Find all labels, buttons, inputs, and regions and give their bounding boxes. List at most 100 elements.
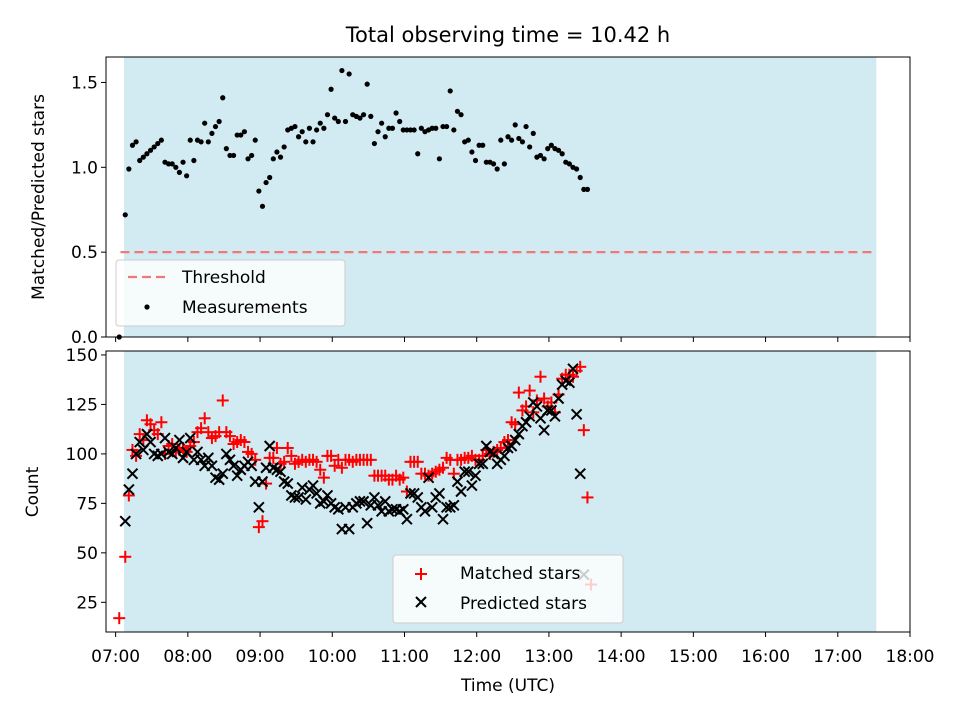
measurement-point xyxy=(310,139,316,145)
measurement-point xyxy=(407,127,414,133)
top-y-tick-label: 0.0 xyxy=(71,328,98,348)
predicted-star-point xyxy=(184,432,196,444)
predicted-star-point xyxy=(166,448,178,460)
predicted-star-point xyxy=(498,450,511,462)
measurement-point xyxy=(155,140,161,147)
top-legend-box xyxy=(115,259,346,327)
predicted-star-point xyxy=(477,458,489,470)
bottom-plot-frame xyxy=(105,350,911,633)
measurement-point xyxy=(472,157,479,164)
predicted-star-point xyxy=(256,475,269,488)
measurement-point xyxy=(234,132,240,138)
measurement-point xyxy=(223,146,229,152)
measurement-point xyxy=(386,125,392,131)
measurement-point xyxy=(137,157,143,164)
predicted-star-point xyxy=(458,466,471,478)
measurement-point xyxy=(202,120,208,126)
predicted-star-point xyxy=(292,491,305,504)
predicted-star-point xyxy=(448,499,460,512)
predicted-star-point xyxy=(274,466,287,478)
predicted-star-point xyxy=(173,434,186,446)
matched-star-point xyxy=(281,441,294,454)
measurement-point xyxy=(314,127,320,133)
bottom-legend: Matched stars Predicted stars xyxy=(392,554,624,624)
measurement-point xyxy=(180,159,186,165)
predicted-star-point xyxy=(412,491,424,504)
measurement-point xyxy=(523,123,529,130)
measurement-point xyxy=(411,127,417,133)
matched-star-point xyxy=(538,392,551,405)
measurement-point xyxy=(555,147,562,153)
measurement-point xyxy=(469,149,475,155)
predicted-star-point xyxy=(567,363,579,375)
measurement-point xyxy=(140,154,146,160)
predicted-star-point xyxy=(538,424,550,436)
predicted-star-point xyxy=(513,428,525,440)
matched-star-point xyxy=(256,515,269,528)
predicted-star-point xyxy=(263,440,276,452)
measurement-point xyxy=(238,132,244,138)
predicted-star-point xyxy=(426,501,438,514)
x-tick-label: 09:00 xyxy=(236,647,285,667)
bottom-y-tick-label: 125 xyxy=(66,395,98,415)
predicted-star-point xyxy=(531,400,543,413)
bottom-x-axis: 07:00 08:00 09:00 10:00 11:00 12:00 13:00 14:00… xyxy=(91,632,935,667)
predicted-star-point xyxy=(404,487,417,500)
predicted-star-point xyxy=(126,467,139,480)
measurement-point xyxy=(281,144,287,150)
bottom-legend-box xyxy=(392,554,624,624)
measurement-point xyxy=(364,81,370,87)
measurement-point xyxy=(209,130,215,136)
predicted-star-point xyxy=(437,513,449,525)
matched-star-point xyxy=(512,386,525,399)
predicted-star-point xyxy=(253,501,265,514)
matched-star-point xyxy=(195,422,208,435)
measurement-point xyxy=(321,125,327,131)
top-measurements-layer xyxy=(116,67,591,340)
predicted-star-point xyxy=(144,436,157,448)
measurement-point xyxy=(584,186,591,192)
measurement-point xyxy=(144,151,150,157)
predicted-star-point xyxy=(231,469,243,482)
measurement-point xyxy=(436,156,442,162)
measurement-point xyxy=(252,137,258,143)
predicted-star-point xyxy=(433,487,446,500)
predicted-star-point xyxy=(195,454,207,466)
predicted-stars-layer xyxy=(119,363,590,581)
x-tick-label: 15:00 xyxy=(669,647,718,667)
matched-legend-swatch xyxy=(415,568,427,580)
measurement-point xyxy=(490,161,497,167)
matched-star-point xyxy=(119,550,132,563)
x-tick-label: 17:00 xyxy=(813,647,862,667)
predicted-star-point xyxy=(206,460,218,472)
measurement-point xyxy=(548,142,554,148)
bottom-y-tick-label: 50 xyxy=(76,544,98,564)
measurement-point xyxy=(173,164,179,170)
predicted-star-point xyxy=(368,491,381,504)
measurement-point xyxy=(191,157,197,164)
measurement-point xyxy=(165,161,172,167)
measurement-point xyxy=(187,137,193,143)
measurement-point xyxy=(501,161,507,167)
measurement-point xyxy=(393,110,399,116)
matched-star-point xyxy=(581,491,594,504)
measurement-point xyxy=(328,86,334,92)
matched-star-point xyxy=(278,455,291,468)
measurement-point xyxy=(537,152,544,159)
matched-star-point xyxy=(223,430,236,443)
measurement-point xyxy=(267,174,273,181)
measurements-legend-label: Measurements xyxy=(182,298,308,318)
measurement-point xyxy=(306,125,313,131)
matched-star-point xyxy=(314,463,327,476)
measurements-legend-swatch xyxy=(144,304,150,310)
predicted-star-point xyxy=(473,458,485,470)
matched-star-point xyxy=(397,471,410,484)
x-tick-label: 12:00 xyxy=(452,647,501,667)
top-y-tick-label: 1.5 xyxy=(71,73,98,93)
predicted-star-point xyxy=(466,479,478,492)
measurement-point xyxy=(245,156,251,162)
measurement-point xyxy=(303,139,309,145)
measurement-point xyxy=(212,123,219,130)
measurement-point xyxy=(346,71,352,77)
